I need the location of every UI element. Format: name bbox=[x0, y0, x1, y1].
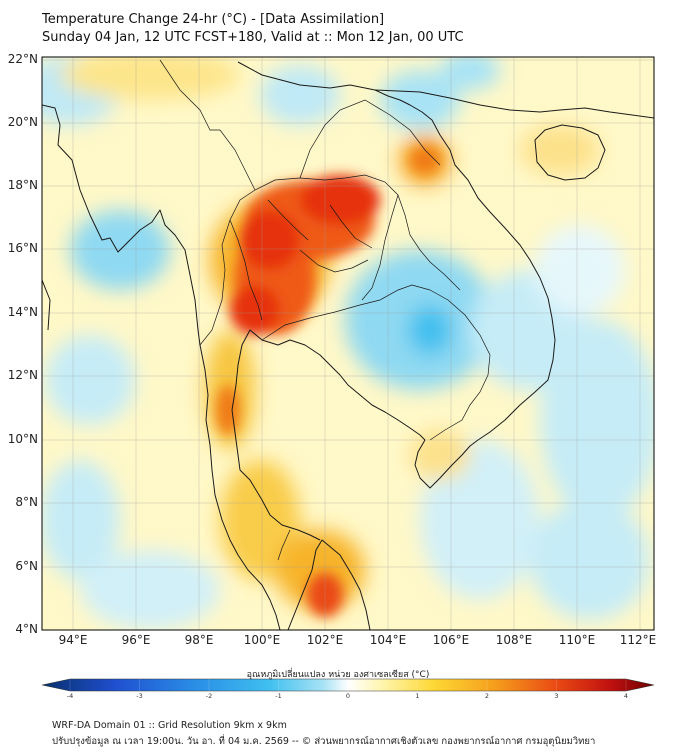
lon-label: 102°E bbox=[306, 633, 344, 647]
lat-label: 22°N bbox=[7, 52, 38, 66]
lat-label: 16°N bbox=[7, 241, 38, 255]
lon-label: 112°E bbox=[619, 633, 657, 647]
lon-label: 104°E bbox=[369, 633, 407, 647]
borders bbox=[159, 59, 491, 561]
chart-subtitle: Sunday 04 Jan, 12 UTC FCST+180, Valid at… bbox=[42, 30, 464, 45]
colorbar-tick: -1 bbox=[275, 692, 282, 700]
footer-domain-info: WRF-DA Domain 01 :: Grid Resolution 9km … bbox=[52, 720, 287, 731]
lat-label: 12°N bbox=[7, 368, 38, 382]
lat-label: 8°N bbox=[15, 495, 38, 509]
lon-label: 108°E bbox=[495, 633, 533, 647]
colorbar-tick: -3 bbox=[136, 692, 143, 700]
lat-label: 4°N bbox=[15, 622, 38, 636]
lat-label: 18°N bbox=[7, 178, 38, 192]
coastlines bbox=[42, 61, 654, 630]
lat-label: 6°N bbox=[15, 559, 38, 573]
footer-credit: ปรับปรุงข้อมูล ณ เวลา 19:00น. วัน อา. ที… bbox=[52, 736, 596, 747]
colorbar-tick: 3 bbox=[554, 692, 559, 700]
lon-label: 100°E bbox=[243, 633, 281, 647]
lon-label: 96°E bbox=[121, 633, 151, 647]
chart-title: Temperature Change 24-hr (°C) - [Data As… bbox=[42, 12, 385, 27]
lat-label: 10°N bbox=[7, 432, 38, 446]
lon-label: 94°E bbox=[58, 633, 88, 647]
colorbar-tick: -4 bbox=[66, 692, 74, 700]
colorbar bbox=[41, 678, 655, 692]
colorbar-tick: 4 bbox=[623, 692, 629, 700]
lon-label: 110°E bbox=[558, 633, 596, 647]
temperature-field bbox=[42, 57, 654, 630]
lon-label: 98°E bbox=[184, 633, 214, 647]
colorbar-tick: -2 bbox=[205, 692, 213, 700]
colorbar-tick: 2 bbox=[484, 692, 490, 700]
lat-label: 20°N bbox=[7, 115, 38, 129]
colorbar-tick: 0 bbox=[345, 692, 351, 700]
colorbar-label: อุณหภูมิเปลี่ยนแปลง หน่วย องศาเซลเซียส (… bbox=[246, 670, 430, 680]
graticule bbox=[42, 57, 654, 630]
colorbar-tick: 1 bbox=[415, 692, 420, 700]
lon-label: 106°E bbox=[432, 633, 470, 647]
colorbar-ramp bbox=[41, 678, 655, 692]
map-frame bbox=[41, 56, 655, 631]
lat-label: 14°N bbox=[7, 305, 38, 319]
